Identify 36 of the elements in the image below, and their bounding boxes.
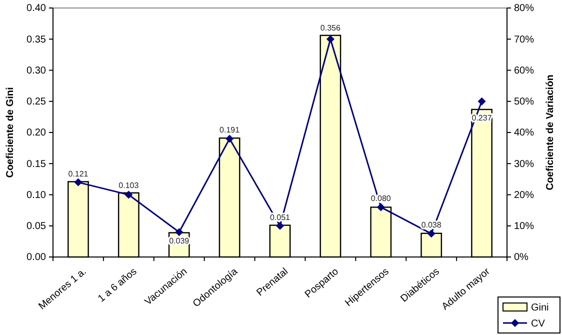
y2-tick-label: 50% [514,96,534,108]
legend-label: Gini [531,302,549,314]
y-tick-label: 0.20 [26,128,46,139]
y2-tick-label: 70% [514,34,534,46]
point [376,203,385,212]
legend-label: CV [531,318,546,330]
y-tick-label: 0.10 [26,190,46,201]
point [175,228,184,236]
point [226,134,234,143]
y-tick-label: 0.25 [26,96,46,108]
point [276,222,284,230]
y-tick-label: 0.40 [26,3,46,14]
point [478,97,486,106]
data-label: 0.356 [320,23,341,32]
y-tick-label: 0.15 [26,158,46,170]
y-tick-label: 0.05 [26,221,46,232]
x-tick-label: 1 a 6 años [96,266,140,305]
y2-tick-label: 0% [514,252,529,264]
point [326,35,334,44]
point [124,190,133,199]
y2-tick-label: 20% [514,190,534,201]
data-label: 0.103 [118,180,140,190]
y2-tick-label: 40% [514,128,534,139]
data-label: 0.121 [68,169,89,178]
y-tick-label: 0.00 [26,252,46,264]
y2-tick-label: 30% [514,158,534,170]
point [427,230,436,238]
y-axis-title: Coeficiente de Gini [5,86,16,178]
point [74,178,82,186]
y2-tick-label: 80% [514,3,534,14]
data-label: 0.191 [220,126,240,135]
y2-axis-title: Coeficiente de Variación [545,74,556,190]
y-tick-label: 0.30 [26,65,46,76]
y-tick-label: 0.35 [26,34,46,46]
y2-tick-label: 10% [514,221,534,232]
y2-tick-label: 60% [514,65,534,76]
